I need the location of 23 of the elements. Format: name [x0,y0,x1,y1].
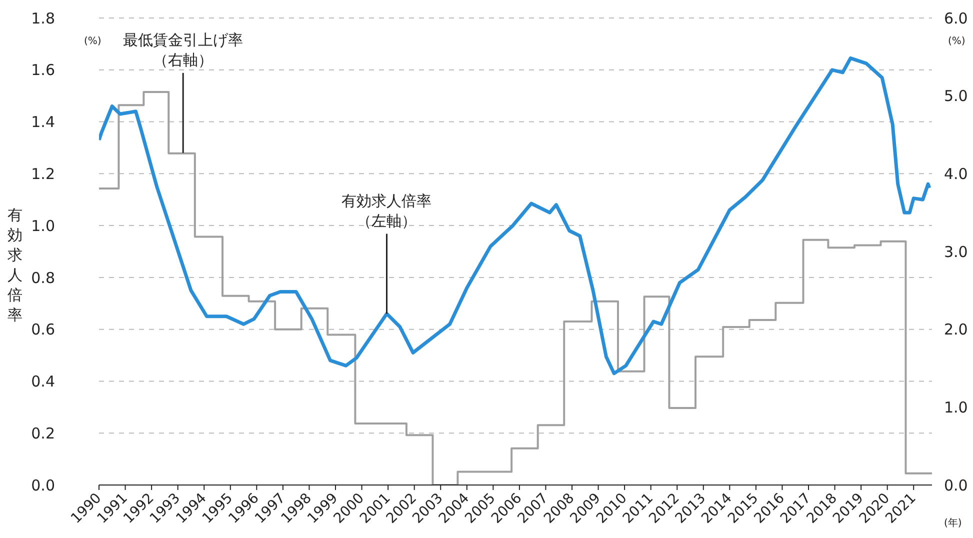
y-tick-label: 1.2 [31,164,55,183]
x-axis-title: (年) [944,517,962,530]
y-tick-label: 0.6 [31,320,55,339]
y2-tick-label: 5.0 [944,87,968,106]
annotation: (%) [84,36,102,47]
y-tick-label: 0.4 [31,372,55,391]
y-tick-label: 1.6 [31,61,55,80]
y-tick-label: 0.0 [31,476,55,494]
y-tick-label: 0.2 [31,424,55,442]
y-axis-title: 有効求人倍率 [6,205,24,325]
y2-tick-label: 6.0 [944,9,968,28]
y2-tick-label: 2.0 [944,320,968,339]
y-tick-label: 0.8 [31,268,55,287]
y-tick-label: 1.0 [31,216,55,235]
y2-axis-title: (%) [948,36,966,47]
y-tick-label: 1.4 [31,113,55,132]
y2-tick-label: 1.0 [944,398,968,416]
y-tick-label: 1.8 [31,9,55,28]
annotation: 最低賃金引上げ率（右軸） [123,30,244,69]
y2-tick-label: 3.0 [944,242,968,261]
y2-tick-label: 4.0 [944,164,968,183]
annotation: 有効求人倍率（左軸） [342,192,432,230]
y2-tick-label: 0.0 [944,476,968,494]
